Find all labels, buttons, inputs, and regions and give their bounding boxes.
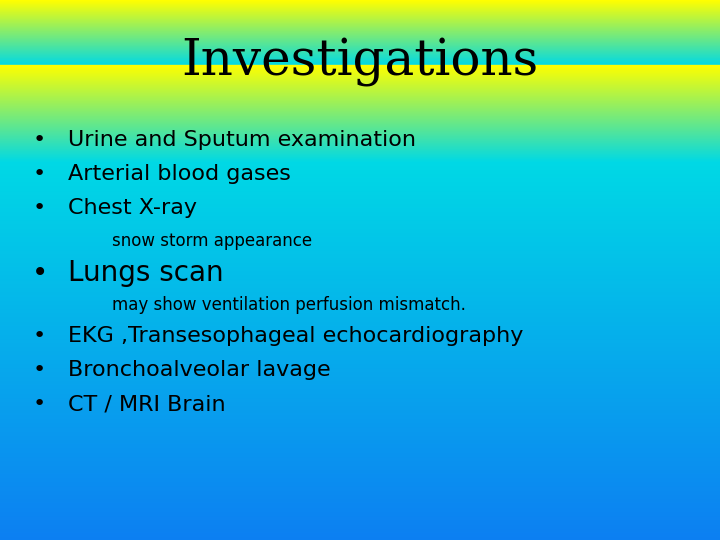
Text: may show ventilation perfusion mismatch.: may show ventilation perfusion mismatch. — [112, 296, 465, 314]
Text: Arterial blood gases: Arterial blood gases — [68, 164, 292, 184]
Text: •: • — [33, 326, 46, 346]
Text: EKG ,Transesophageal echocardiography: EKG ,Transesophageal echocardiography — [68, 326, 523, 346]
Text: snow storm appearance: snow storm appearance — [112, 232, 312, 249]
Text: •: • — [32, 259, 48, 287]
Text: CT / MRI Brain: CT / MRI Brain — [68, 394, 226, 414]
Text: •: • — [33, 360, 46, 380]
Text: •: • — [33, 130, 46, 150]
Text: Investigations: Investigations — [181, 38, 539, 87]
Text: Lungs scan: Lungs scan — [68, 259, 224, 287]
Text: •: • — [33, 394, 46, 414]
Text: Chest X-ray: Chest X-ray — [68, 198, 197, 218]
Text: •: • — [33, 198, 46, 218]
Text: Bronchoalveolar lavage: Bronchoalveolar lavage — [68, 360, 331, 380]
Text: Urine and Sputum examination: Urine and Sputum examination — [68, 130, 416, 150]
Text: •: • — [33, 164, 46, 184]
